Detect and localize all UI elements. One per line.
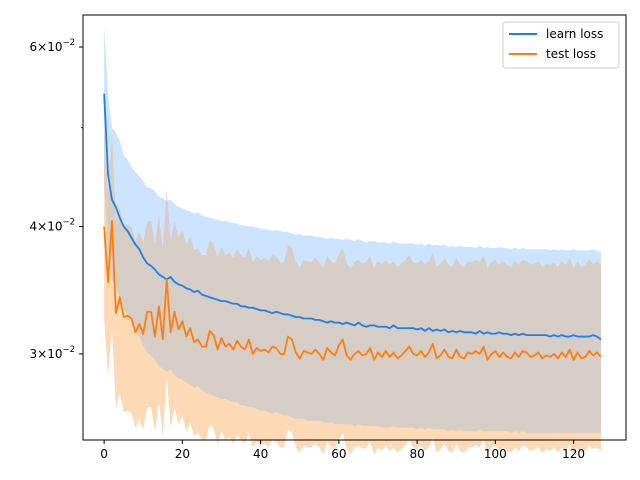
y-tick-label: 3×10−2 — [30, 345, 76, 361]
legend-label-learn-loss: learn loss — [546, 27, 603, 41]
band-overlap — [104, 127, 601, 433]
y-tick-label: 6×10−2 — [30, 38, 76, 54]
x-tick-label: 20 — [175, 447, 190, 461]
test-loss-line — [103, 220, 602, 361]
legend: learn loss test loss — [502, 21, 620, 69]
y-tick-label: 4×10−2 — [30, 218, 76, 234]
legend-label-test-loss: test loss — [546, 47, 596, 61]
x-axis: 0 20 40 60 80 100 120 — [100, 440, 585, 461]
axes-frame — [82, 14, 627, 441]
x-tick-label: 80 — [409, 447, 424, 461]
x-tick-label: 100 — [484, 447, 507, 461]
x-tick-label: 0 — [100, 447, 108, 461]
y-axis: 3×10−2 4×10−2 6×10−2 — [30, 38, 83, 361]
learn-loss-line — [103, 93, 602, 341]
x-tick-label: 40 — [253, 447, 268, 461]
x-tick-label: 60 — [331, 447, 346, 461]
x-tick-label: 120 — [562, 447, 585, 461]
plot-area — [103, 25, 602, 455]
